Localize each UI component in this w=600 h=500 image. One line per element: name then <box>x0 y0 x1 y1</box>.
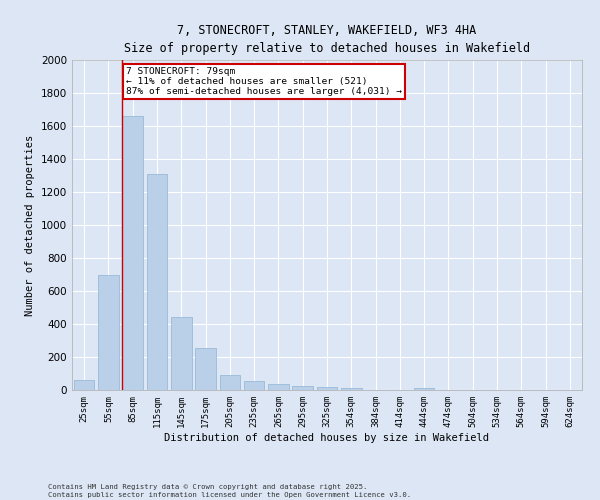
Bar <box>122 116 143 390</box>
Bar <box>414 388 434 390</box>
Bar <box>171 318 191 390</box>
Bar <box>146 174 167 390</box>
Bar <box>268 384 289 390</box>
Bar <box>220 375 240 390</box>
Title: 7, STONECROFT, STANLEY, WAKEFIELD, WF3 4HA
Size of property relative to detached: 7, STONECROFT, STANLEY, WAKEFIELD, WF3 4… <box>124 24 530 54</box>
Text: 7 STONECROFT: 79sqm
← 11% of detached houses are smaller (521)
87% of semi-detac: 7 STONECROFT: 79sqm ← 11% of detached ho… <box>126 66 402 96</box>
Bar <box>244 381 265 390</box>
Bar <box>98 274 119 390</box>
X-axis label: Distribution of detached houses by size in Wakefield: Distribution of detached houses by size … <box>164 432 490 442</box>
Bar <box>341 388 362 390</box>
Bar <box>195 348 216 390</box>
Bar <box>317 386 337 390</box>
Y-axis label: Number of detached properties: Number of detached properties <box>25 134 35 316</box>
Bar <box>292 386 313 390</box>
Bar <box>74 380 94 390</box>
Text: Contains HM Land Registry data © Crown copyright and database right 2025.
Contai: Contains HM Land Registry data © Crown c… <box>48 484 411 498</box>
